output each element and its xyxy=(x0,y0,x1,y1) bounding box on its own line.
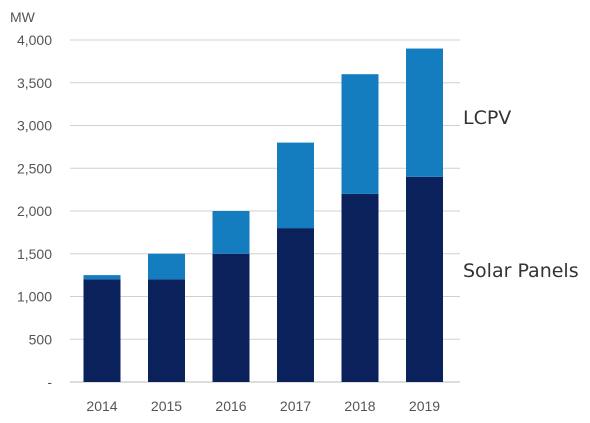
y-axis-unit-label: MW xyxy=(10,9,36,25)
y-tick-label: 3,500 xyxy=(17,75,52,91)
x-axis-ticks: 2014 2015 2016 2017 2018 2019 xyxy=(86,398,440,414)
x-tick-label: 2014 xyxy=(86,398,117,414)
bar-segment xyxy=(277,142,314,229)
bar-segment xyxy=(83,275,121,280)
x-tick-label: 2015 xyxy=(151,398,182,414)
y-tick-label: - xyxy=(47,374,52,390)
y-tick-label: 3,000 xyxy=(17,118,52,134)
bar-segment xyxy=(148,279,185,382)
legend: Solar Panels LCPV xyxy=(463,107,579,282)
bar-segment xyxy=(212,211,250,254)
y-tick-label: 1,000 xyxy=(17,289,52,305)
bar-segment xyxy=(277,228,314,382)
legend-label: Solar Panels xyxy=(463,260,579,282)
bar-segment xyxy=(83,279,121,382)
bar-segment xyxy=(341,193,379,382)
bars xyxy=(83,48,443,382)
y-tick-label: 500 xyxy=(29,331,53,347)
y-axis-ticks: - 500 1,000 1,500 2,000 2,500 3,000 3,500 4,000 xyxy=(17,32,52,390)
y-tick-label: 1,500 xyxy=(17,246,52,262)
legend-label: LCPV xyxy=(463,107,511,129)
bar-segment xyxy=(406,48,443,177)
y-tick-label: 2,500 xyxy=(17,160,52,176)
y-tick-label: 2,000 xyxy=(17,203,52,219)
x-tick-label: 2018 xyxy=(344,398,375,414)
y-tick-label: 4,000 xyxy=(17,32,52,48)
x-tick-label: 2017 xyxy=(280,398,311,414)
x-tick-label: 2016 xyxy=(215,398,246,414)
x-tick-label: 2019 xyxy=(409,398,440,414)
bar-segment xyxy=(148,253,185,280)
gridlines xyxy=(70,39,460,383)
bar-segment xyxy=(406,176,443,382)
bar-segment xyxy=(212,253,250,382)
bar-segment xyxy=(341,74,379,194)
